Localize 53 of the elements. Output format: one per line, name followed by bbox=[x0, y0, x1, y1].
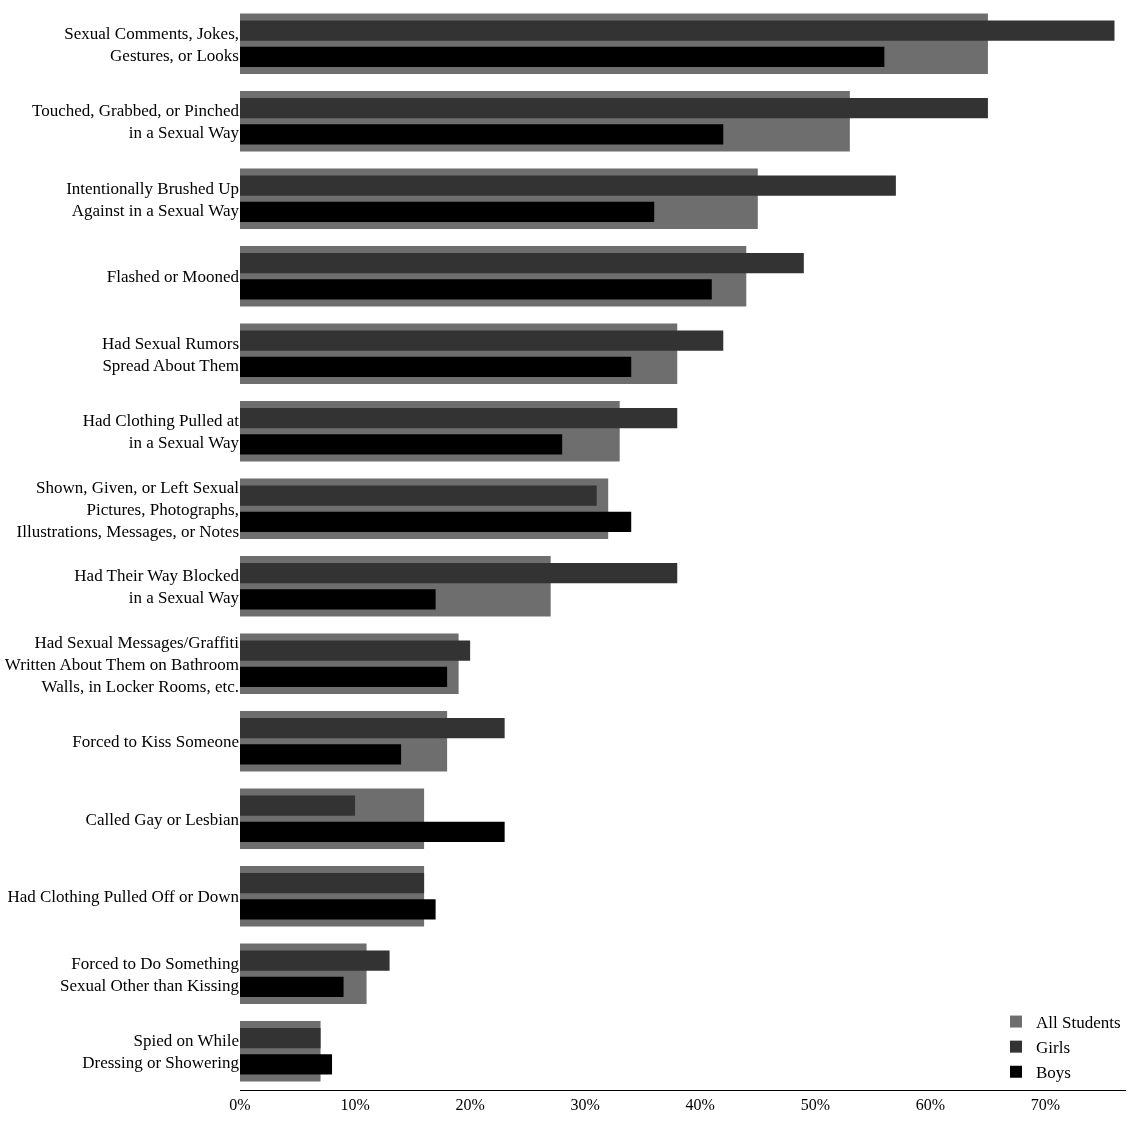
bar bbox=[240, 718, 505, 739]
y-tick-label: Had Sexual Messages/Graffiti Written About Them on Bathroom Walls, in Locker Rooms, etc. bbox=[4, 632, 240, 696]
bar bbox=[240, 795, 356, 816]
x-tick-label: 20% bbox=[455, 1096, 485, 1114]
bar bbox=[240, 666, 448, 687]
y-tick-label: Sexual Comments, Jokes, Gestures, or Looks bbox=[64, 23, 239, 65]
bar bbox=[240, 434, 563, 455]
bar bbox=[240, 950, 390, 971]
x-tick-label: 70% bbox=[1030, 1096, 1061, 1114]
bar bbox=[240, 511, 632, 532]
x-tick-label: 50% bbox=[800, 1096, 830, 1114]
y-tick-label: Spied on While Dressing or Showering bbox=[82, 1031, 240, 1073]
bar bbox=[240, 1054, 333, 1075]
y-tick-label: Had Clothing Pulled Off or Down bbox=[7, 887, 240, 907]
bar bbox=[240, 253, 804, 274]
y-tick-label: Had Clothing Pulled at in a Sexual Way bbox=[82, 411, 240, 453]
y-tick-label: Called Gay or Lesbian bbox=[85, 809, 240, 829]
y-tick-label: Forced to Kiss Someone bbox=[72, 732, 239, 752]
legend-label: Boys bbox=[1036, 1063, 1071, 1083]
bar bbox=[240, 408, 678, 429]
bar bbox=[240, 485, 597, 506]
x-tick-label: 30% bbox=[570, 1096, 600, 1114]
legend-label: Girls bbox=[1036, 1038, 1070, 1058]
bar bbox=[240, 640, 471, 661]
y-tick-label: Flashed or Mooned bbox=[106, 267, 240, 287]
bar bbox=[240, 821, 505, 842]
y-tick-label: Forced to Do Something Sexual Other than Kissing bbox=[60, 953, 240, 995]
bar bbox=[240, 175, 896, 196]
legend-label: All Students bbox=[1036, 1013, 1121, 1033]
y-tick-label: Shown, Given, or Left Sexual Pictures, Photographs, Illustrations, Messages, or Notes bbox=[16, 477, 240, 541]
bar bbox=[240, 744, 402, 765]
bar bbox=[240, 98, 988, 119]
bar bbox=[240, 873, 425, 894]
bar bbox=[240, 589, 436, 610]
y-tick-label: Had Their Way Blocked in a Sexual Way bbox=[74, 566, 240, 608]
y-tick-label: Had Sexual Rumors Spread About Them bbox=[102, 333, 239, 375]
bar bbox=[240, 124, 724, 145]
bar bbox=[240, 563, 678, 584]
bar bbox=[240, 279, 712, 300]
bar bbox=[240, 201, 655, 222]
x-tick-label: 10% bbox=[340, 1096, 370, 1114]
bar bbox=[240, 20, 1115, 41]
bar bbox=[240, 899, 436, 920]
bar bbox=[240, 356, 632, 377]
bar bbox=[240, 976, 344, 997]
x-tick-label: 60% bbox=[915, 1096, 946, 1114]
bar bbox=[240, 46, 885, 67]
y-tick-label: Intentionally Brushed Up Against in a Sexual Way bbox=[66, 178, 240, 220]
x-tick-label: 40% bbox=[685, 1096, 715, 1114]
y-tick-label: Touched, Grabbed, or Pinched in a Sexual Way bbox=[32, 101, 240, 143]
bar bbox=[240, 330, 724, 351]
bar bbox=[240, 1028, 321, 1049]
x-tick-label: 0% bbox=[229, 1096, 251, 1114]
